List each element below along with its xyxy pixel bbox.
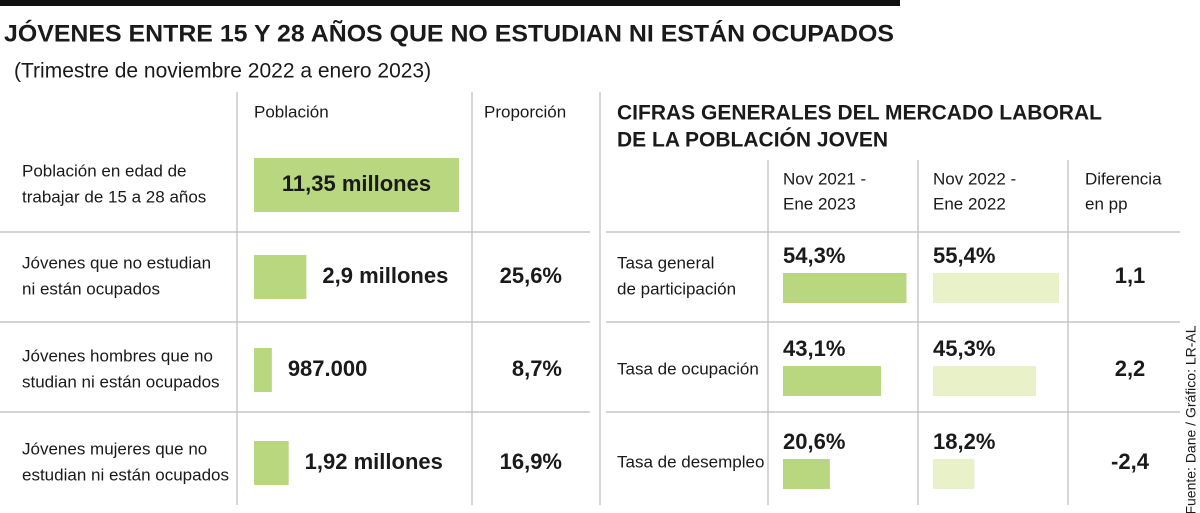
section-title: CIFRAS GENERALES DEL MERCADO LABORAL bbox=[617, 102, 1102, 125]
row-label: estudian ni están ocupados bbox=[22, 465, 229, 484]
value-label: 43,1% bbox=[783, 336, 845, 361]
difference: -2,4 bbox=[1111, 449, 1150, 474]
title: JÓVENES ENTRE 15 Y 28 AÑOS QUE NO ESTUDI… bbox=[4, 19, 894, 47]
bar bbox=[933, 459, 975, 489]
row-label: trabajar de 15 a 28 años bbox=[22, 187, 206, 206]
column-header: Diferencia bbox=[1085, 169, 1162, 188]
bar bbox=[783, 366, 882, 396]
bar bbox=[933, 366, 1037, 396]
value-label: 20,6% bbox=[783, 429, 845, 454]
value-label: 1,92 millones bbox=[305, 449, 443, 474]
value-label: 45,3% bbox=[933, 336, 995, 361]
column-header: en pp bbox=[1085, 194, 1128, 213]
subtitle: (Trimestre de noviembre 2022 a enero 202… bbox=[14, 60, 431, 83]
bar bbox=[254, 348, 272, 392]
bar bbox=[254, 441, 289, 485]
proportion: 25,6% bbox=[500, 263, 562, 288]
column-header: Nov 2022 - bbox=[933, 169, 1016, 188]
value-label: 987.000 bbox=[288, 356, 368, 381]
column-header: Ene 2023 bbox=[783, 194, 856, 213]
column-header: Proporción bbox=[484, 102, 566, 121]
bar bbox=[254, 255, 307, 299]
proportion: 16,9% bbox=[500, 449, 562, 474]
column-header: Población bbox=[254, 102, 329, 121]
row-label: Jóvenes que no estudian bbox=[22, 253, 211, 272]
row-label: ni están ocupados bbox=[22, 279, 160, 298]
value-label: 54,3% bbox=[783, 243, 845, 268]
value-label: 2,9 millones bbox=[322, 263, 448, 288]
row-label: Tasa de desempleo bbox=[617, 452, 764, 471]
section-title: DE LA POBLACIÓN JOVEN bbox=[617, 128, 888, 152]
top-rule bbox=[0, 0, 900, 6]
difference: 1,1 bbox=[1115, 263, 1146, 288]
difference: 2,2 bbox=[1115, 356, 1146, 381]
bar bbox=[254, 158, 459, 212]
row-label: Jóvenes mujeres que no bbox=[22, 439, 207, 458]
row-label: Tasa de ocupación bbox=[617, 359, 759, 378]
column-header: Nov 2021 - bbox=[783, 169, 866, 188]
column-header: Ene 2022 bbox=[933, 194, 1006, 213]
row-label: Tasa general bbox=[617, 253, 714, 272]
bar bbox=[933, 273, 1059, 303]
value-label: 11,35 millones bbox=[282, 171, 431, 196]
row-label: Jóvenes hombres que no bbox=[22, 346, 213, 365]
row-label: de participación bbox=[617, 279, 736, 298]
row-label: studian ni están ocupados bbox=[22, 372, 220, 391]
value-label: 18,2% bbox=[933, 429, 995, 454]
bar bbox=[783, 459, 830, 489]
source: Fuente: Dane / Gráfico: LR-AL bbox=[1183, 325, 1199, 513]
bar bbox=[783, 273, 907, 303]
proportion: 8,7% bbox=[512, 356, 562, 381]
value-label: 55,4% bbox=[933, 243, 995, 268]
row-label: Población en edad de bbox=[22, 161, 186, 180]
